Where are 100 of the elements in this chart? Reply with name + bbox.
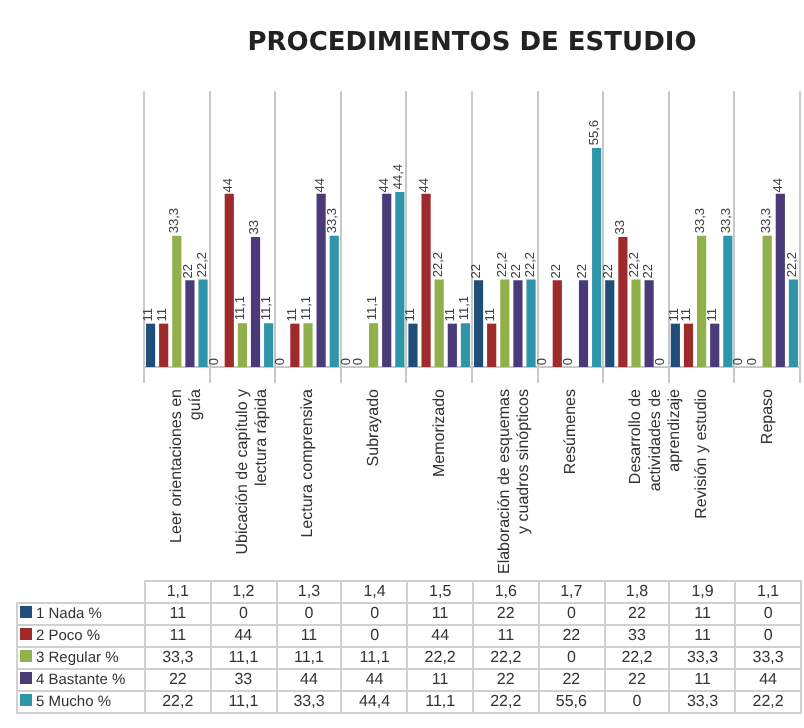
data-label: 11,1 xyxy=(407,691,473,713)
bar xyxy=(447,323,457,367)
text: 1,9 xyxy=(669,581,736,603)
bar xyxy=(762,235,772,367)
data-label: 0 xyxy=(735,625,801,647)
data-label: 0 xyxy=(538,603,605,625)
data-label: 22,2 xyxy=(407,647,473,669)
bar xyxy=(592,147,602,367)
data-label: 11 xyxy=(407,603,473,625)
data-label: 33 xyxy=(604,625,670,647)
data-label: 11,1 xyxy=(210,691,277,713)
bar xyxy=(198,279,208,367)
bar xyxy=(250,236,261,367)
data-label: 22 xyxy=(472,603,539,625)
data-label: 33,3 xyxy=(145,647,211,669)
data-label: 33,3 xyxy=(276,691,342,713)
data-label: 0 xyxy=(538,647,605,669)
data-label: 55,6 xyxy=(538,691,605,713)
data-label: 22 xyxy=(145,669,211,691)
data-label: 33,3 xyxy=(735,647,801,669)
bar xyxy=(395,192,405,367)
bar xyxy=(578,280,589,367)
bar xyxy=(408,323,418,367)
bar xyxy=(631,279,641,367)
data-label: 0 xyxy=(210,603,277,625)
data-label: 11 xyxy=(276,625,342,647)
data-label: 0 xyxy=(341,603,408,625)
data-label: 44,4 xyxy=(341,691,408,713)
bar xyxy=(788,279,799,367)
x-tick-label: Lectura comprensiva xyxy=(298,387,317,538)
x-tick-label: Desarrollo de actividades de aprendizaje xyxy=(626,387,683,492)
text: 1,3 xyxy=(276,581,342,603)
bar xyxy=(369,323,379,367)
data-label: 11 xyxy=(145,625,211,647)
bar xyxy=(500,279,510,367)
bar xyxy=(513,280,523,367)
bar xyxy=(473,280,484,367)
bar xyxy=(526,279,536,367)
data-label: 33 xyxy=(210,669,277,691)
text: 1,1 xyxy=(735,581,801,603)
bar xyxy=(421,193,431,367)
x-tick-label: Elaboración de esquemas y cuadros sinópticos xyxy=(495,388,533,575)
bar xyxy=(487,323,497,367)
bar xyxy=(723,235,733,367)
data-label: 0 xyxy=(735,603,801,625)
data-label: 11 xyxy=(669,669,736,691)
data-label: 44 xyxy=(407,625,473,647)
bar xyxy=(605,280,615,367)
data-label: 11 xyxy=(669,603,736,625)
bar xyxy=(329,235,339,367)
text: 1,5 xyxy=(407,581,473,603)
bar xyxy=(237,323,247,367)
data-label: 33,3 xyxy=(669,691,736,713)
bar xyxy=(697,235,707,367)
data-label: 44 xyxy=(341,669,408,691)
data-label: 22,2 xyxy=(472,647,539,669)
data-label: 22,2 xyxy=(735,691,801,713)
data-label: 33,3 xyxy=(669,647,736,669)
bar xyxy=(434,279,444,367)
bar xyxy=(303,323,313,367)
x-tick-label: Revisión y estudio xyxy=(692,387,711,519)
bar xyxy=(775,193,785,367)
bar xyxy=(460,323,471,367)
bar xyxy=(185,280,195,367)
data-label: 22 xyxy=(604,669,670,691)
data-label: 22 xyxy=(472,669,539,691)
text: 1,8 xyxy=(604,581,670,603)
text: 1,2 xyxy=(210,581,277,603)
data-label: 11 xyxy=(669,625,736,647)
bar xyxy=(290,323,300,367)
bar xyxy=(618,236,628,367)
data-label: 44 xyxy=(735,669,801,691)
data-label: 22 xyxy=(604,603,670,625)
bar xyxy=(145,323,156,367)
chart-title: PROCEDIMIENTOS DE ESTUDIO xyxy=(247,28,697,59)
data-label: 44 xyxy=(210,625,277,647)
data-label: 11,1 xyxy=(276,647,342,669)
data-label: 11 xyxy=(145,603,211,625)
data-label: 22,2 xyxy=(145,691,211,713)
data-label: 22 xyxy=(538,669,605,691)
x-tick-label: Memorizado xyxy=(429,387,448,478)
bar xyxy=(710,323,720,367)
x-tick-label: Repaso xyxy=(757,387,776,445)
data-label: 0 xyxy=(604,691,670,713)
bar xyxy=(316,193,326,367)
data-label: 11 xyxy=(472,625,539,647)
bar xyxy=(644,280,654,367)
data-label: 22 xyxy=(538,625,605,647)
text: 1,4 xyxy=(341,581,408,603)
bar xyxy=(264,323,274,367)
text: 1,1 xyxy=(145,581,211,603)
text: 1,7 xyxy=(538,581,605,603)
x-tick-label: Resúmenes xyxy=(560,388,579,475)
data-label: 22,2 xyxy=(472,691,539,713)
data-label: 11 xyxy=(407,669,473,691)
bar xyxy=(224,193,234,367)
data-label: 22,2 xyxy=(604,647,670,669)
data-label: 44 xyxy=(276,669,342,691)
data-label: 11,1 xyxy=(210,647,277,669)
x-tick-label: Leer orientaciones en guía xyxy=(167,387,205,543)
